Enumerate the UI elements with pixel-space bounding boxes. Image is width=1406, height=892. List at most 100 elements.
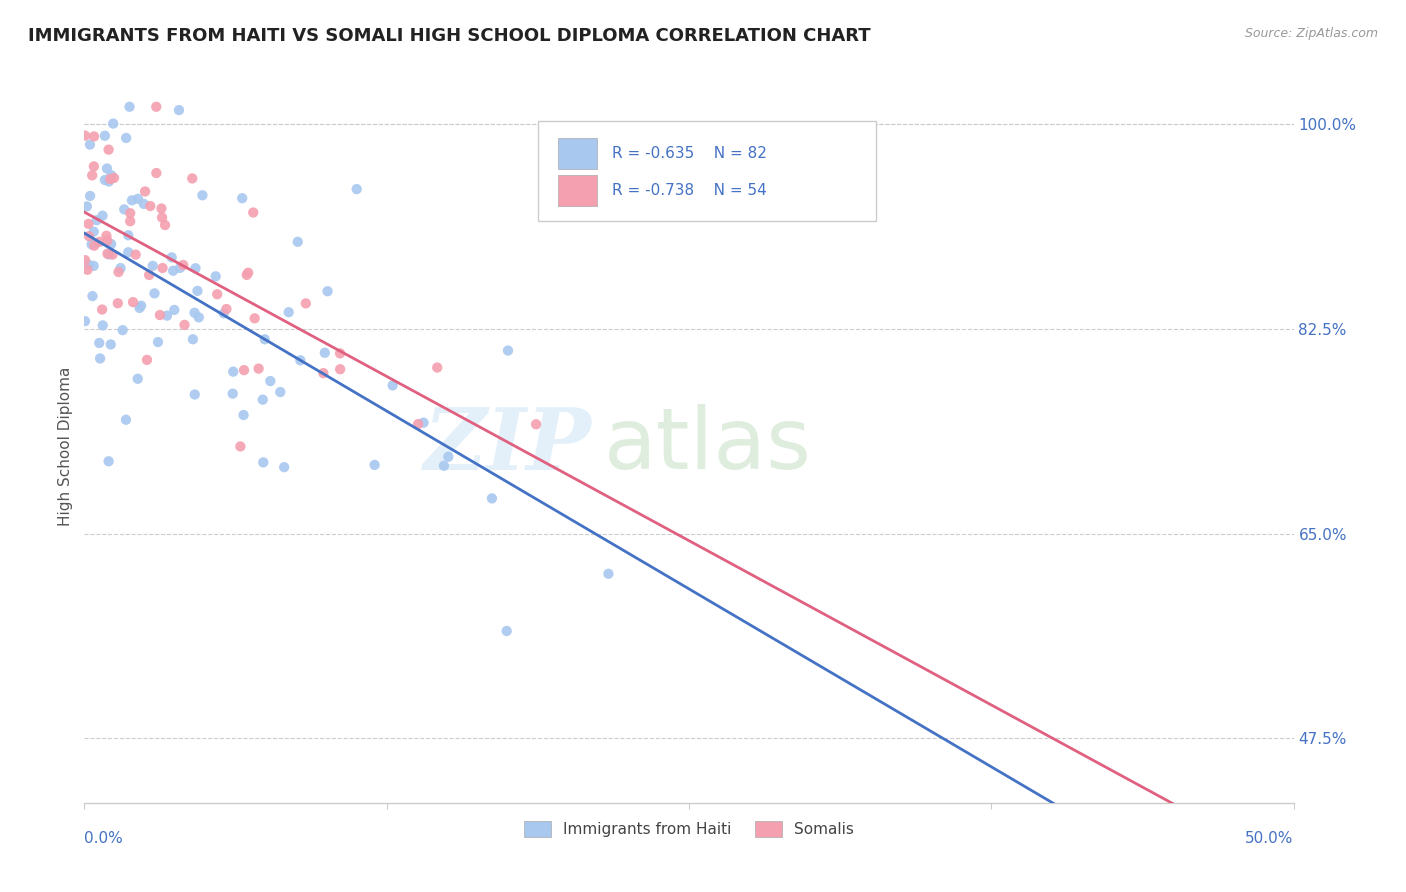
Point bbox=[128, 301, 150, 315]
Point bbox=[117, 228, 139, 243]
Point bbox=[136, 352, 159, 367]
Point bbox=[96, 228, 118, 243]
Point bbox=[247, 361, 270, 376]
Point bbox=[145, 166, 167, 180]
Point bbox=[84, 236, 107, 251]
Point bbox=[312, 366, 335, 380]
Text: IMMIGRANTS FROM HAITI VS SOMALI HIGH SCHOOL DIPLOMA CORRELATION CHART: IMMIGRANTS FROM HAITI VS SOMALI HIGH SCH… bbox=[28, 27, 870, 45]
Point bbox=[186, 284, 208, 298]
Text: 50.0%: 50.0% bbox=[1246, 831, 1294, 847]
Point bbox=[252, 392, 274, 407]
Text: Source: ZipAtlas.com: Source: ZipAtlas.com bbox=[1244, 27, 1378, 40]
Point bbox=[231, 191, 253, 205]
Point bbox=[86, 213, 108, 227]
Text: ZIP: ZIP bbox=[425, 404, 592, 488]
Point bbox=[156, 309, 179, 323]
Point bbox=[89, 335, 111, 350]
Point bbox=[96, 246, 118, 260]
Point bbox=[259, 374, 281, 388]
Point bbox=[142, 259, 165, 273]
Point bbox=[232, 408, 254, 422]
Point bbox=[316, 285, 339, 299]
Point bbox=[96, 161, 118, 176]
Point bbox=[103, 170, 125, 185]
Point bbox=[82, 289, 104, 303]
Point bbox=[167, 103, 190, 117]
Point bbox=[253, 332, 276, 346]
Point bbox=[235, 268, 257, 282]
FancyBboxPatch shape bbox=[538, 121, 876, 221]
Point bbox=[184, 387, 207, 401]
Point bbox=[127, 372, 149, 386]
Point bbox=[598, 566, 620, 581]
Point bbox=[97, 143, 120, 157]
Point bbox=[346, 182, 368, 196]
Point bbox=[120, 206, 142, 220]
Point bbox=[160, 251, 183, 265]
Point bbox=[91, 318, 114, 333]
Point bbox=[183, 306, 205, 320]
Point bbox=[314, 346, 336, 360]
Point bbox=[120, 214, 142, 228]
Y-axis label: High School Diploma: High School Diploma bbox=[58, 367, 73, 525]
Point bbox=[97, 454, 120, 468]
Point bbox=[127, 192, 149, 206]
Point bbox=[187, 310, 209, 325]
Point bbox=[495, 624, 517, 638]
Text: 0.0%: 0.0% bbox=[84, 831, 124, 847]
Point bbox=[146, 334, 169, 349]
Point bbox=[79, 189, 101, 203]
Point bbox=[269, 384, 291, 399]
Point bbox=[215, 301, 238, 316]
Point bbox=[152, 260, 174, 275]
FancyBboxPatch shape bbox=[558, 175, 598, 206]
Point bbox=[94, 128, 117, 143]
Point bbox=[122, 295, 145, 310]
Point bbox=[212, 306, 235, 320]
Point bbox=[162, 264, 184, 278]
Point bbox=[73, 128, 96, 143]
Point bbox=[91, 209, 114, 223]
Point bbox=[79, 137, 101, 152]
Point bbox=[77, 258, 100, 272]
Point bbox=[496, 343, 519, 358]
Point bbox=[149, 308, 172, 322]
Point bbox=[252, 455, 274, 469]
Point bbox=[100, 168, 122, 182]
Point bbox=[94, 173, 117, 187]
Point bbox=[107, 296, 129, 310]
Point bbox=[80, 237, 103, 252]
Point bbox=[181, 171, 204, 186]
Point bbox=[150, 202, 173, 216]
Point bbox=[134, 185, 156, 199]
Point bbox=[238, 266, 260, 280]
FancyBboxPatch shape bbox=[558, 137, 598, 169]
Point bbox=[363, 458, 385, 472]
Point bbox=[83, 238, 105, 252]
Point bbox=[111, 323, 134, 337]
Point bbox=[83, 160, 105, 174]
Point bbox=[204, 269, 226, 284]
Point bbox=[82, 169, 104, 183]
Point bbox=[76, 199, 98, 213]
Point bbox=[242, 205, 264, 219]
Point bbox=[169, 260, 191, 275]
Point bbox=[73, 314, 96, 328]
Point bbox=[243, 311, 266, 326]
Point bbox=[426, 360, 449, 375]
Point bbox=[89, 235, 111, 249]
Point bbox=[222, 365, 245, 379]
Point bbox=[277, 305, 299, 319]
Point bbox=[73, 253, 96, 268]
Point bbox=[115, 413, 138, 427]
Point bbox=[233, 363, 256, 377]
Point bbox=[117, 245, 139, 260]
Point bbox=[290, 353, 312, 368]
Point bbox=[83, 129, 105, 144]
Point bbox=[437, 450, 460, 464]
Point bbox=[129, 299, 152, 313]
Point bbox=[77, 217, 100, 231]
Point bbox=[139, 199, 162, 213]
Point bbox=[98, 247, 121, 261]
Point bbox=[412, 416, 434, 430]
